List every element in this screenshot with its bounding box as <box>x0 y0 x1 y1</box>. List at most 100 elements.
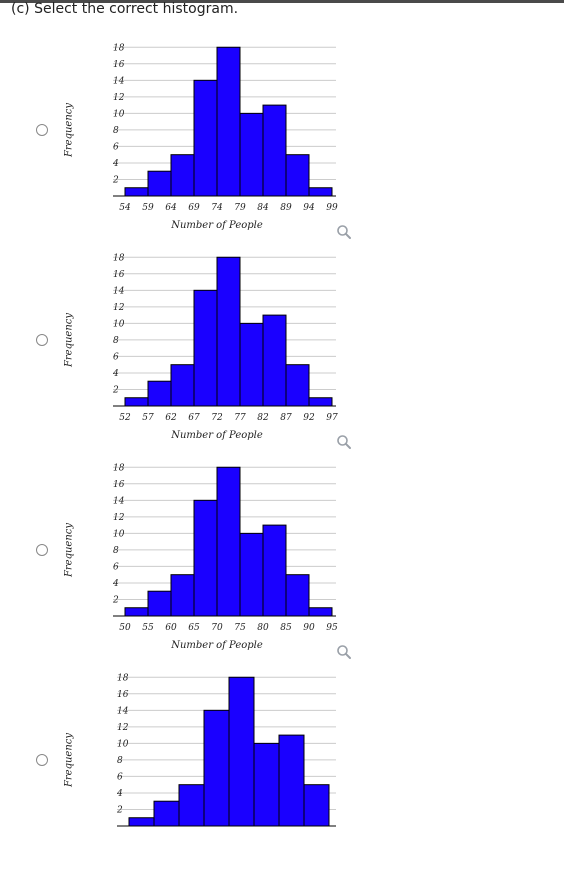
y-tick-label: 2 <box>116 805 123 815</box>
x-tick-label: 79 <box>234 203 246 213</box>
y-tick-label: 8 <box>113 336 119 346</box>
y-tick-label: 10 <box>113 319 125 329</box>
histogram-bar <box>262 314 287 407</box>
y-tick-label: 4 <box>112 369 119 379</box>
y-tick-label: 10 <box>113 109 125 119</box>
top-border <box>0 0 564 3</box>
y-tick-label: 6 <box>117 772 123 782</box>
histogram-option-2: Frequency 2 4 6 8 10 12 14 16 18 52 57 62 67 72 77 82 87 9… <box>0 240 564 450</box>
histogram-bar <box>193 79 218 197</box>
histogram-chart-2: 2 4 6 8 10 12 14 16 18 52 57 62 67 72 77 82 87 92 97 Number… <box>112 253 338 441</box>
y-tick-label: 18 <box>117 673 129 683</box>
y-tick-label: 18 <box>113 43 125 53</box>
histogram-bar <box>278 734 305 827</box>
x-tick-label: 54 <box>119 203 131 213</box>
y-tick-label: 4 <box>112 579 119 589</box>
y-tick-label: 14 <box>113 286 125 296</box>
histogram-bar <box>193 499 218 617</box>
magnifier-icon[interactable] <box>336 644 352 660</box>
answer-radio-1[interactable] <box>36 124 48 136</box>
magnifier-icon[interactable] <box>336 434 352 450</box>
histogram-bar <box>285 154 310 197</box>
x-axis-label: Number of People <box>170 640 263 651</box>
histogram-bar <box>239 322 264 407</box>
histogram-bar <box>170 364 195 407</box>
y-tick-label: 16 <box>113 270 125 280</box>
histogram-bar <box>203 709 230 827</box>
histogram-bar <box>308 187 333 197</box>
x-tick-label: 90 <box>303 623 315 633</box>
x-tick-label: 52 <box>119 413 131 423</box>
x-tick-label: 60 <box>165 623 177 633</box>
y-tick-label: 8 <box>117 756 123 766</box>
x-tick-label: 67 <box>188 413 200 423</box>
y-tick-label: 14 <box>117 706 129 716</box>
x-tick-label: 62 <box>165 413 177 423</box>
x-tick-label: 65 <box>188 623 200 633</box>
x-tick-label: 55 <box>142 623 154 633</box>
histogram-bar <box>228 676 255 827</box>
y-tick-label: 6 <box>113 562 119 572</box>
x-tick-label: 72 <box>211 413 223 423</box>
histogram-bar <box>303 784 330 827</box>
x-tick-label: 77 <box>234 413 246 423</box>
x-tick-label: 69 <box>188 203 200 213</box>
y-tick-label: 6 <box>113 352 119 362</box>
x-tick-label: 57 <box>142 413 154 423</box>
histogram-option-4: Frequency 2 4 6 8 10 12 14 16 18 <box>0 660 564 870</box>
y-tick-label: 16 <box>113 60 125 70</box>
histogram-option-3: Frequency 2 4 6 8 10 12 14 16 18 50 55 60 65 70 75 80 85 9… <box>0 450 564 660</box>
y-tick-label: 12 <box>117 723 129 733</box>
histogram-bar <box>193 289 218 407</box>
answer-radio-3[interactable] <box>36 544 48 556</box>
y-tick-label: 4 <box>112 159 119 169</box>
x-tick-label: 84 <box>257 203 269 213</box>
y-tick-label: 8 <box>113 126 119 136</box>
histogram-bar <box>124 607 149 617</box>
histogram-bar <box>262 524 287 617</box>
histogram-bar <box>216 466 241 617</box>
histogram-bar <box>239 532 264 617</box>
y-tick-label: 12 <box>113 303 125 313</box>
histogram-bar <box>308 607 333 617</box>
histogram-bar <box>216 256 241 407</box>
x-tick-label: 99 <box>326 203 338 213</box>
histogram-bar <box>285 574 310 617</box>
y-tick-label: 10 <box>117 739 129 749</box>
y-tick-label: 12 <box>113 513 125 523</box>
answer-radio-2[interactable] <box>36 334 48 346</box>
histogram-bar <box>153 800 180 827</box>
x-tick-label: 85 <box>280 623 292 633</box>
x-axis-label: Number of People <box>170 220 263 231</box>
histogram-bar <box>170 574 195 617</box>
x-tick-label: 82 <box>257 413 269 423</box>
x-tick-label: 70 <box>211 623 223 633</box>
x-tick-label: 74 <box>211 203 223 213</box>
histogram-bar <box>253 742 280 827</box>
x-tick-label: 80 <box>257 623 269 633</box>
histogram-chart-4: 2 4 6 8 10 12 14 16 18 <box>116 673 336 827</box>
histogram-option-1: Frequency 2 4 6 8 10 12 14 16 18 54 59 64 69 74 79 84 89 9… <box>0 30 564 240</box>
x-tick-label: 92 <box>303 413 315 423</box>
answer-radio-4[interactable] <box>36 754 48 766</box>
x-tick-label: 64 <box>165 203 177 213</box>
histogram-bar <box>239 112 264 197</box>
histogram-bar <box>147 380 172 407</box>
x-tick-label: 97 <box>326 413 338 423</box>
x-tick-label: 89 <box>280 203 292 213</box>
x-tick-label: 50 <box>119 623 131 633</box>
y-tick-label: 8 <box>113 546 119 556</box>
y-tick-label: 4 <box>116 789 123 799</box>
y-tick-label: 14 <box>113 76 125 86</box>
y-tick-label: 16 <box>113 480 125 490</box>
y-tick-label: 14 <box>113 496 125 506</box>
y-tick-label: 16 <box>117 690 129 700</box>
x-tick-label: 95 <box>326 623 338 633</box>
histogram-bar <box>285 364 310 407</box>
histogram-bar <box>178 784 205 827</box>
question-prompt: (c) Select the correct histogram. <box>11 1 239 17</box>
y-tick-label: 6 <box>113 142 119 152</box>
histogram-bar <box>124 187 149 197</box>
y-tick-label: 10 <box>113 529 125 539</box>
magnifier-icon[interactable] <box>336 224 352 240</box>
